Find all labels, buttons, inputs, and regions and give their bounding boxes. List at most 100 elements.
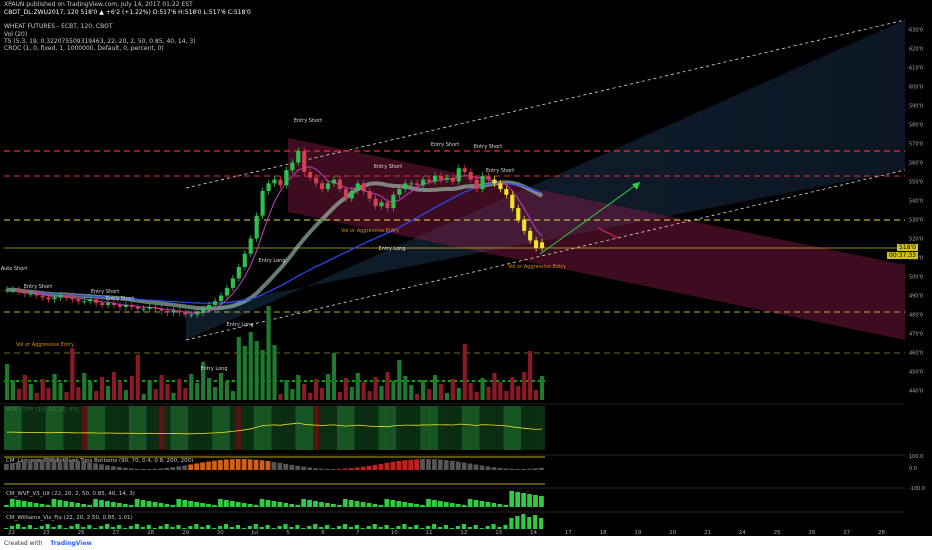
wvf-bar bbox=[527, 494, 532, 507]
adx-shade bbox=[75, 406, 82, 450]
williams-bar bbox=[27, 525, 32, 529]
indicator-vol[interactable]: Vol (20) bbox=[4, 31, 27, 39]
wvf-bar bbox=[33, 503, 39, 507]
volume-bar bbox=[444, 393, 449, 400]
laguerre-bar bbox=[289, 464, 295, 470]
candle-body bbox=[254, 215, 259, 239]
williams-bar bbox=[259, 527, 264, 529]
wvf-bar bbox=[503, 505, 509, 507]
candle-body bbox=[111, 303, 117, 305]
adx-shade bbox=[313, 406, 320, 450]
price-axis-label: 480'0 bbox=[909, 313, 923, 319]
volume-bar bbox=[224, 382, 230, 400]
adx-shade bbox=[152, 406, 159, 450]
williams-bar bbox=[182, 528, 187, 529]
adx-shade bbox=[105, 406, 112, 450]
wvf-bar bbox=[485, 502, 491, 507]
wvf-bar bbox=[461, 505, 467, 507]
laguerre-bar bbox=[27, 460, 33, 470]
candle-body bbox=[474, 179, 479, 190]
time-axis-label: 12 bbox=[460, 530, 467, 536]
williams-bar bbox=[479, 528, 484, 529]
tradingview-logo[interactable]: TradingView bbox=[50, 539, 92, 547]
laguerre-bar bbox=[105, 465, 110, 470]
laguerre-axis-label: 100.0 bbox=[909, 454, 923, 460]
laguerre-bar bbox=[212, 460, 217, 470]
laguerre-bar bbox=[87, 462, 92, 470]
adx-shade bbox=[437, 406, 444, 450]
laguerre-bar bbox=[366, 465, 372, 470]
volume-bar bbox=[474, 392, 479, 400]
wvf-bar bbox=[414, 504, 419, 507]
adx-shade bbox=[319, 406, 326, 450]
panel-title-laguerre: CM_Laguerre PPO PctRank Tops Bottoms (90… bbox=[6, 458, 193, 464]
adx-shade bbox=[200, 406, 207, 450]
williams-bar bbox=[307, 526, 312, 529]
wvf-bar bbox=[253, 505, 259, 507]
williams-bar bbox=[176, 525, 181, 529]
williams-bar bbox=[206, 525, 211, 529]
candle-body bbox=[28, 293, 33, 295]
williams-bar bbox=[15, 524, 21, 529]
candle-body bbox=[349, 191, 354, 199]
wvf-bar bbox=[295, 505, 301, 507]
laguerre-bar bbox=[128, 468, 134, 470]
time-axis-label: 21 bbox=[704, 530, 711, 536]
adx-shade bbox=[467, 406, 474, 450]
laguerre-bar bbox=[277, 462, 283, 470]
wvf-bar bbox=[521, 493, 526, 507]
panel-title-wvf: CM_WVF_V3_Ult (22, 20, 2, 50, 0.85, 40, … bbox=[6, 491, 135, 497]
laguerre-bar bbox=[247, 459, 253, 470]
laguerre-bar bbox=[325, 468, 330, 470]
panel-title-williams: CM_Williams_Vix_Fix (22, 20, 2.50, 0.85,… bbox=[6, 515, 133, 521]
candle-body bbox=[510, 194, 515, 209]
wvf-bar bbox=[140, 500, 146, 507]
indicator-croc[interactable]: CROC (1, 0, fixed, 1, 1000000, Default, … bbox=[4, 45, 164, 53]
volume-bar bbox=[242, 346, 247, 400]
wvf-bar bbox=[75, 503, 81, 507]
adx-shade bbox=[527, 406, 534, 450]
wvf-bar bbox=[128, 505, 134, 507]
adx-shade bbox=[253, 406, 260, 450]
wvf-bar bbox=[455, 504, 461, 507]
adx-shade bbox=[176, 406, 183, 450]
vol-aggressive-label: Vol or Aggressive Entry bbox=[341, 228, 399, 234]
volume-bar bbox=[189, 374, 194, 400]
laguerre-bar bbox=[21, 461, 27, 470]
time-axis-label: 26 bbox=[808, 530, 815, 536]
laguerre-bar bbox=[39, 459, 45, 470]
wvf-bar bbox=[247, 504, 253, 507]
candle-body bbox=[64, 295, 69, 298]
time-axis-label: 23 bbox=[43, 530, 50, 536]
time-axis-label: 25 bbox=[774, 530, 781, 536]
williams-bar bbox=[342, 524, 348, 529]
adx-shade bbox=[491, 406, 498, 450]
laguerre-bar bbox=[497, 467, 503, 470]
candle-body bbox=[278, 179, 283, 186]
indicator-ts[interactable]: TS (5.3, 19, 0.322075509319463, 22, 20, … bbox=[4, 38, 196, 46]
adx-shade bbox=[158, 406, 165, 450]
candle-body bbox=[528, 230, 533, 241]
volume-layer bbox=[4, 306, 545, 400]
williams-bar bbox=[152, 528, 157, 529]
wvf-bar bbox=[122, 504, 128, 507]
laguerre-bar bbox=[479, 465, 485, 470]
adx-shade bbox=[15, 406, 22, 450]
price-axis-label: 500'0 bbox=[909, 275, 923, 281]
signal-label: Entry Short bbox=[91, 289, 119, 295]
adx-shade bbox=[360, 406, 367, 450]
adx-shade bbox=[223, 406, 230, 450]
laguerre-bar bbox=[164, 467, 170, 470]
williams-bar bbox=[99, 526, 104, 529]
laguerre-bar bbox=[396, 461, 402, 470]
volume-bar bbox=[230, 391, 235, 400]
candle-body bbox=[117, 305, 123, 307]
laguerre-bar bbox=[271, 461, 277, 470]
volume-bar bbox=[492, 373, 497, 400]
time-axis-label: 18 bbox=[600, 530, 607, 536]
volume-bar bbox=[498, 382, 503, 400]
adx-shade bbox=[497, 406, 504, 450]
laguerre-bar bbox=[140, 468, 146, 470]
williams-bar bbox=[33, 528, 38, 529]
